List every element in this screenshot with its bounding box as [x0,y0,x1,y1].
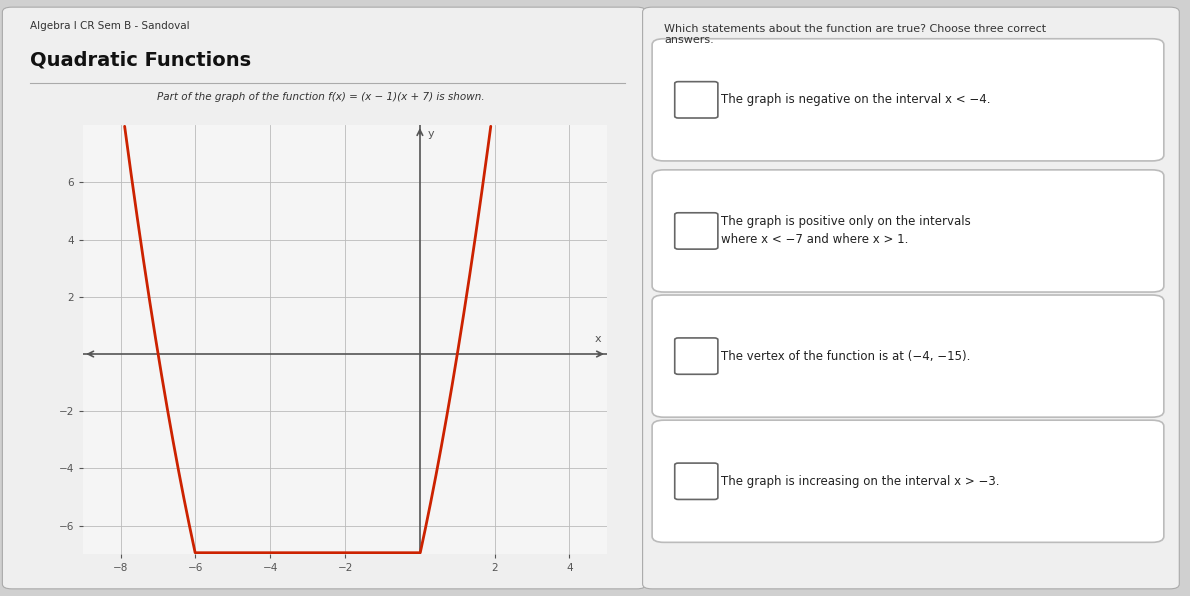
FancyBboxPatch shape [675,82,718,118]
FancyBboxPatch shape [643,7,1179,589]
FancyBboxPatch shape [652,420,1164,542]
Text: Which statements about the function are true? Choose three correct
answers.: Which statements about the function are … [664,24,1046,45]
FancyBboxPatch shape [2,7,646,589]
Text: The vertex of the function is at (−4, −15).: The vertex of the function is at (−4, −1… [721,350,971,362]
Text: Algebra I CR Sem B - Sandoval: Algebra I CR Sem B - Sandoval [30,21,189,31]
FancyBboxPatch shape [675,213,718,249]
Text: Part of the graph of the function f(x) = (x − 1)(x + 7) is shown.: Part of the graph of the function f(x) =… [157,92,486,103]
Text: y: y [427,129,434,139]
FancyBboxPatch shape [652,170,1164,292]
Text: The graph is increasing on the interval x > −3.: The graph is increasing on the interval … [721,475,1000,488]
Text: The graph is negative on the interval x < −4.: The graph is negative on the interval x … [721,94,990,106]
FancyBboxPatch shape [652,295,1164,417]
Text: The graph is positive only on the intervals
where x < −7 and where x > 1.: The graph is positive only on the interv… [721,215,971,247]
FancyBboxPatch shape [675,338,718,374]
FancyBboxPatch shape [675,463,718,499]
Text: x: x [595,334,601,344]
Text: Quadratic Functions: Quadratic Functions [30,51,251,70]
FancyBboxPatch shape [652,39,1164,161]
